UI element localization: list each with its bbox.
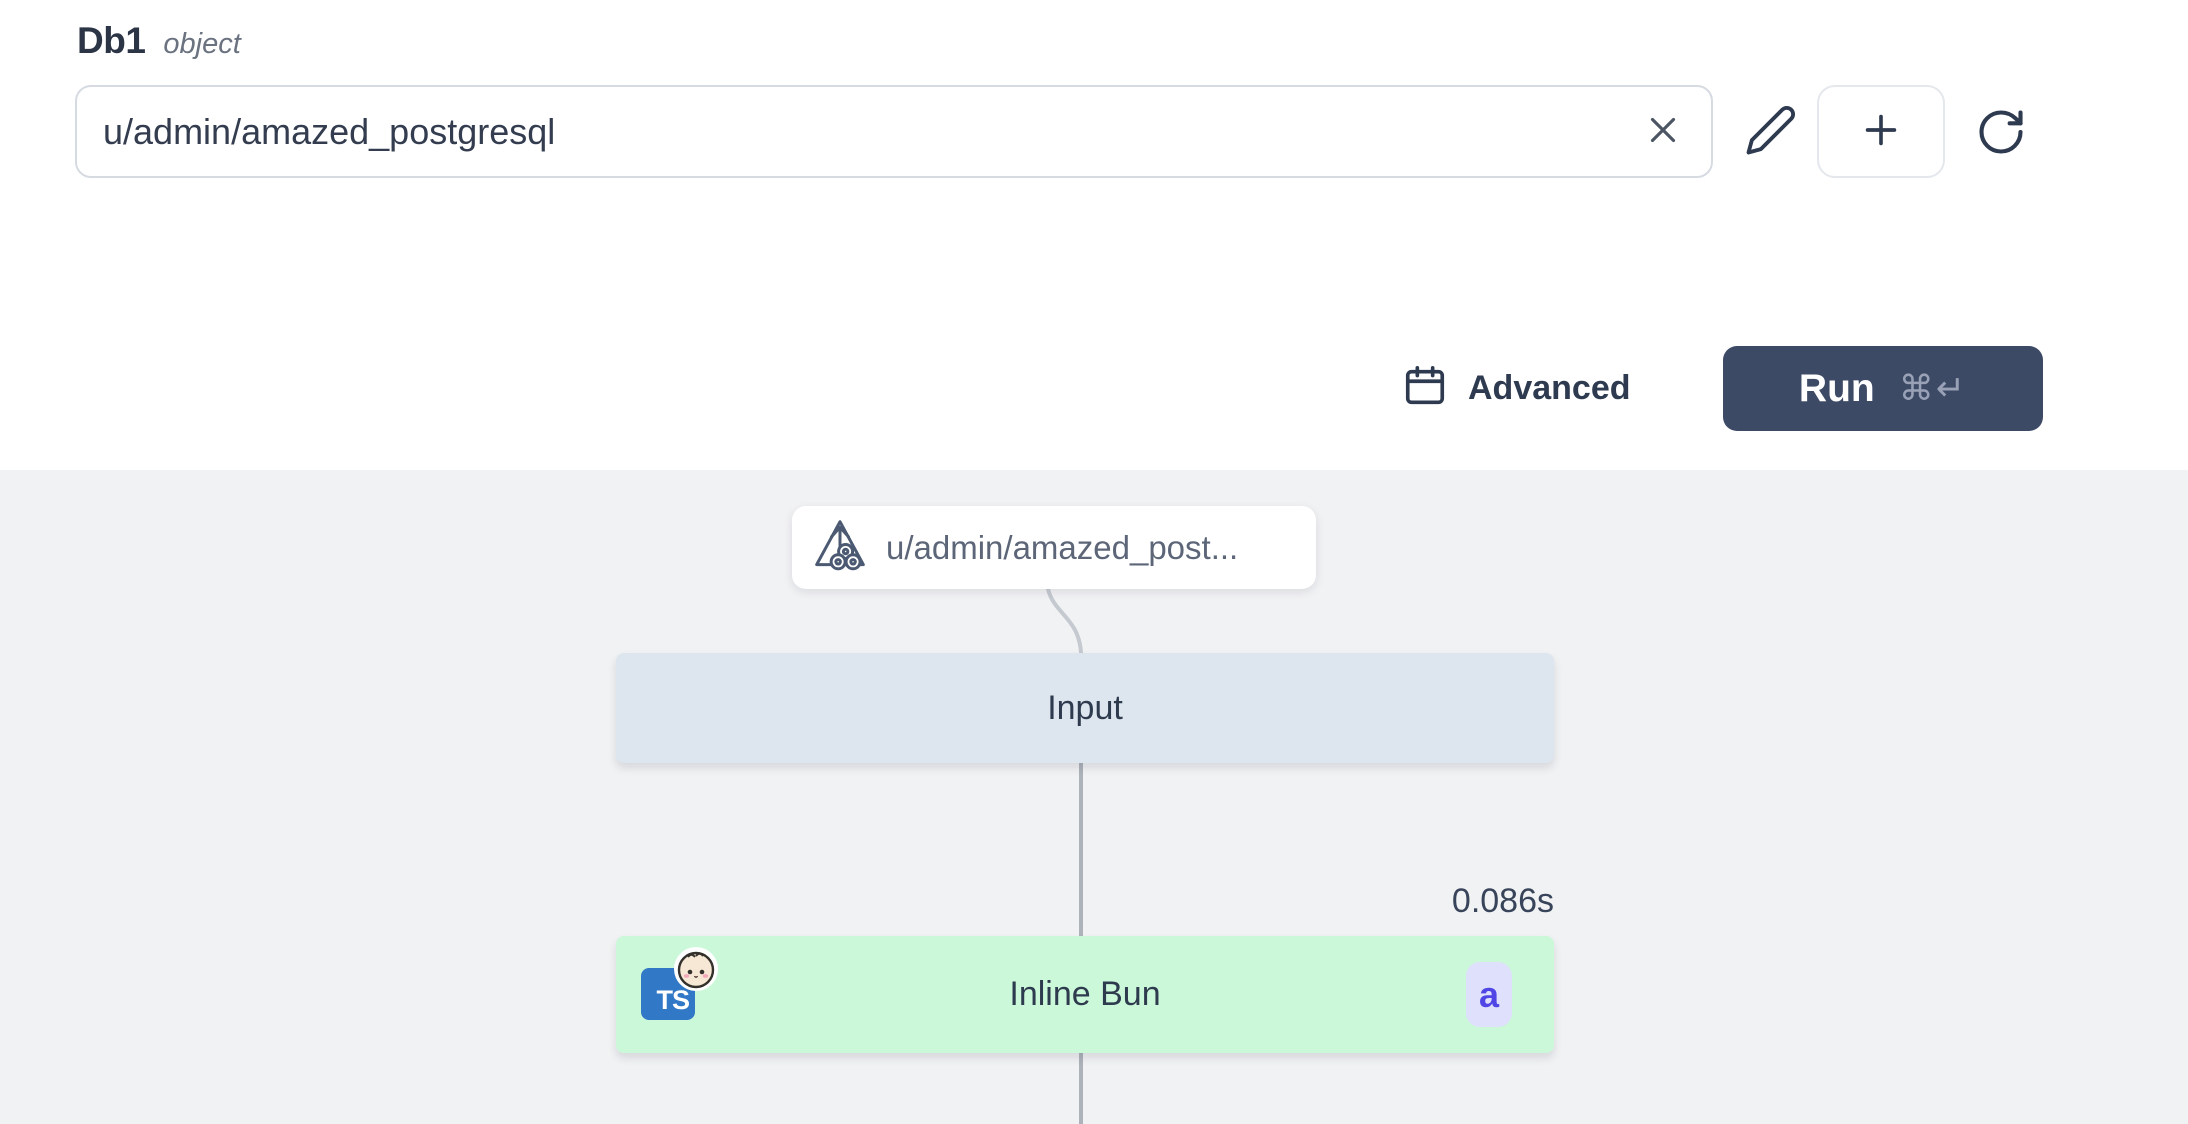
refresh-resources-button[interactable] <box>1968 100 2034 166</box>
resource-node-label: u/admin/amazed_post... <box>886 528 1239 566</box>
typescript-icon-label: TS <box>656 985 690 1015</box>
flow-graph-canvas[interactable]: u/admin/amazed_post... Input 0.086s TS <box>0 470 2188 1124</box>
cmd-enter-shortcut: ⌘↵ <box>1898 368 1968 408</box>
step-duration: 0.086s <box>1451 882 1554 920</box>
calendar-icon <box>1402 364 1448 413</box>
run-label: Run <box>1798 366 1875 410</box>
input-node[interactable]: Input <box>616 653 1554 763</box>
clear-input-button[interactable] <box>1637 106 1689 158</box>
edit-resource-button[interactable] <box>1738 98 1804 164</box>
resource-path-input[interactable] <box>75 85 1713 178</box>
advanced-button[interactable]: Advanced <box>1402 352 1631 424</box>
field-type: object <box>163 28 241 60</box>
inline-bun-step-node[interactable]: TS Inline Bun a <box>616 936 1554 1053</box>
pencil-icon <box>1744 103 1798 160</box>
resource-node[interactable]: u/admin/amazed_post... <box>792 506 1316 589</box>
bun-icon <box>673 946 719 992</box>
field-label-row: Db1 object <box>77 20 241 62</box>
input-node-label: Input <box>1047 688 1123 727</box>
refresh-icon <box>1975 106 2027 161</box>
step-node-label: Inline Bun <box>1009 975 1161 1013</box>
advanced-label: Advanced <box>1468 368 1631 407</box>
resource-icon <box>812 517 868 578</box>
plus-icon <box>1858 107 1904 156</box>
run-button[interactable]: Run ⌘↵ <box>1723 346 2043 431</box>
step-id-badge: a <box>1466 962 1512 1027</box>
add-resource-button[interactable] <box>1817 85 1945 178</box>
resource-input-wrap <box>75 85 1713 178</box>
field-name: Db1 <box>77 20 146 61</box>
close-icon <box>1642 109 1684 154</box>
